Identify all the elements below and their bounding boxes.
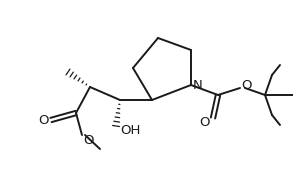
Text: O: O xyxy=(242,79,252,91)
Text: O: O xyxy=(200,115,210,129)
Text: O: O xyxy=(83,134,93,146)
Text: OH: OH xyxy=(120,125,140,137)
Text: N: N xyxy=(193,79,203,91)
Text: O: O xyxy=(38,113,48,127)
